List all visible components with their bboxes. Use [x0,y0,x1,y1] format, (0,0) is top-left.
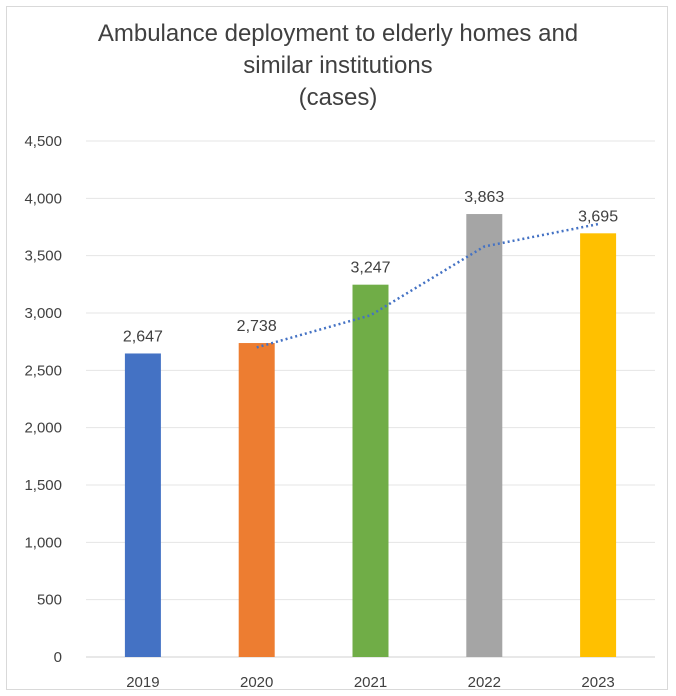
x-tick-label: 2021 [354,674,387,691]
y-axis-tick-labels: 0 500 1,000 1,500 2,000 2,500 3,000 3,500 4,000 4… [24,133,62,666]
x-tick-label: 2019 [126,674,159,691]
y-tick-label: 3,500 [24,248,62,265]
y-tick-label: 3,000 [24,305,62,322]
y-tick-label: 2,000 [24,420,62,437]
data-label: 2,647 [123,328,163,345]
bars [124,214,617,657]
x-tick-label: 2023 [581,674,614,691]
y-tick-label: 1,000 [24,534,62,551]
bar-2019 [124,353,161,657]
y-tick-label: 4,500 [24,133,62,150]
chart-frame [6,6,668,690]
bar-2020 [238,343,275,657]
bar-2023 [580,233,617,657]
y-tick-label: 500 [37,592,62,609]
data-label: 3,247 [350,260,390,277]
trendline [256,222,599,349]
y-tick-label: 4,000 [24,190,62,207]
trendline-path [256,222,599,349]
chart-title-line-2: similar institutions [243,52,433,79]
x-axis-tick-labels: 2019 2020 2021 2022 2023 [126,674,615,691]
y-tick-label: 2,500 [24,362,62,379]
bar-2022 [466,214,503,657]
data-label: 3,863 [464,189,504,206]
x-tick-label: 2020 [240,674,273,691]
data-labels: 2,647 2,738 3,247 3,863 3,695 [123,189,618,345]
y-tick-label: 0 [54,649,62,666]
data-label: 2,738 [237,318,277,335]
chart-title-line-1: Ambulance deployment to elderly homes an… [97,20,579,47]
data-label: 3,695 [578,208,618,225]
x-tick-label: 2022 [468,674,501,691]
y-tick-label: 1,500 [24,477,62,494]
chart-title-line-3: (cases) [298,84,378,111]
chart-title: Ambulance deployment to elderly homes an… [0,18,676,114]
bar-2021 [352,284,389,657]
